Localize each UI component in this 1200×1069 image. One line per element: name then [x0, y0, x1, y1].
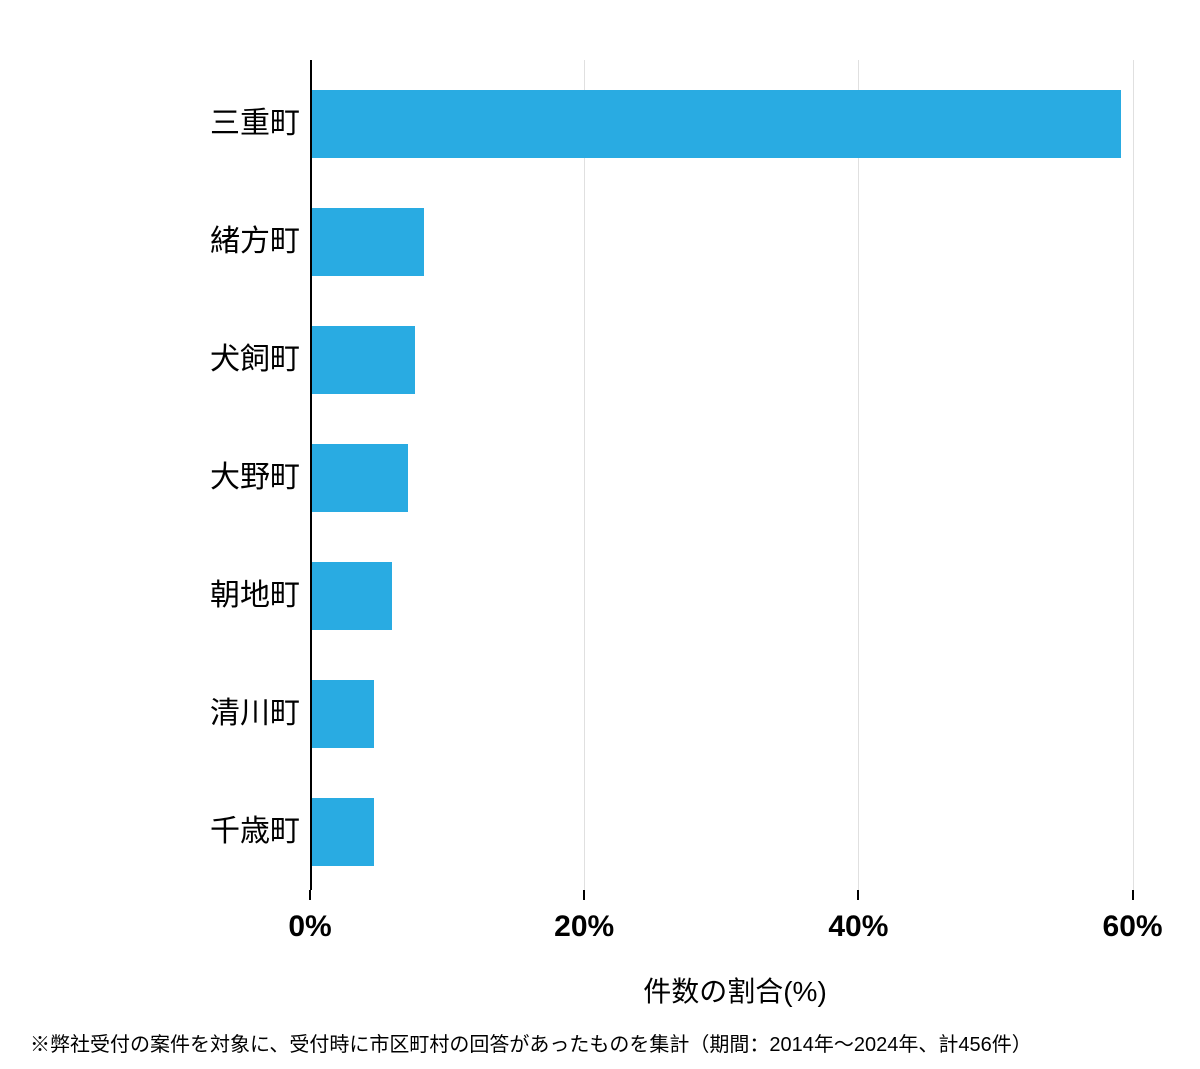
- bar: [312, 90, 1121, 158]
- y-axis-category-label: 三重町: [40, 90, 300, 158]
- y-axis-category-label: 清川町: [40, 680, 300, 748]
- y-axis-category-label: 千歳町: [40, 798, 300, 866]
- footnote-text: ※弊社受付の案件を対象に、受付時に市区町村の回答があったものを集計（期間：201…: [30, 1028, 1032, 1057]
- bar: [312, 680, 374, 748]
- bar: [312, 208, 424, 276]
- y-axis-category-label: 大野町: [40, 444, 300, 512]
- y-axis-category-label: 犬飼町: [40, 326, 300, 394]
- x-axis-tick-mark: [309, 890, 311, 900]
- x-axis-tick-label: 60%: [1103, 910, 1163, 944]
- bar: [312, 326, 415, 394]
- gridline: [1133, 60, 1134, 890]
- bar: [312, 798, 374, 866]
- x-axis-tick-mark: [583, 890, 585, 900]
- bar: [312, 444, 408, 512]
- chart-container: 三重町緒方町犬飼町大野町朝地町清川町千歳町 0% 20% 40% 60% 件数の割合(…: [30, 30, 1170, 1030]
- gridline: [584, 60, 585, 890]
- x-axis-tick-label: 0%: [288, 910, 331, 944]
- x-axis-title: 件数の割合(%): [310, 970, 1160, 1010]
- bar: [312, 562, 392, 630]
- y-axis-category-label: 緒方町: [40, 208, 300, 276]
- y-axis-category-label: 朝地町: [40, 562, 300, 630]
- plot-area: [310, 60, 1160, 890]
- x-axis-tick-mark: [1132, 890, 1134, 900]
- x-axis-tick-mark: [857, 890, 859, 900]
- x-axis-tick-label: 40%: [828, 910, 888, 944]
- gridline: [858, 60, 859, 890]
- x-axis-tick-label: 20%: [554, 910, 614, 944]
